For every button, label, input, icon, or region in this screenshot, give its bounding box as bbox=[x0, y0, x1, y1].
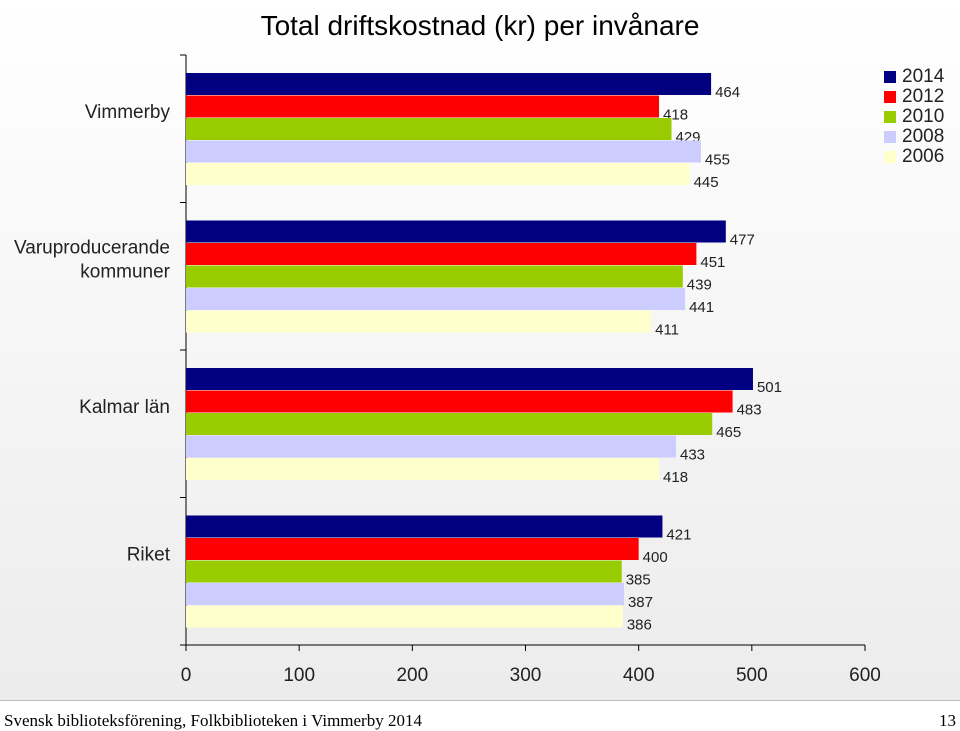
category-label: Riket bbox=[127, 544, 171, 565]
chart-legend: 2014 2012 2010 2008 2006 bbox=[884, 67, 944, 167]
bar bbox=[186, 95, 660, 118]
bar-value-label: 386 bbox=[627, 617, 652, 634]
bar bbox=[186, 413, 713, 435]
bar-value-label: 455 bbox=[705, 152, 730, 169]
chart-title: Total driftskostnad (kr) per invånare bbox=[260, 10, 700, 41]
bar-value-label: 451 bbox=[700, 254, 725, 271]
bar-value-label: 439 bbox=[687, 277, 712, 294]
legend-item: 2012 bbox=[884, 87, 944, 107]
bar bbox=[186, 583, 624, 605]
bar-value-label: 465 bbox=[716, 424, 741, 441]
bar bbox=[186, 310, 652, 333]
bar bbox=[186, 220, 726, 243]
bar-value-label: 418 bbox=[663, 469, 688, 486]
bar bbox=[186, 140, 701, 163]
bar bbox=[186, 288, 686, 310]
bar-chart: 0 100 200 300 400 500 600464418429455445Vimmer… bbox=[14, 54, 881, 686]
x-tick-label: 200 bbox=[396, 665, 428, 686]
legend-label: 2010 bbox=[902, 106, 945, 127]
footer-source: Svensk biblioteksförening, Folkbibliotek… bbox=[4, 711, 422, 730]
legend-swatch bbox=[884, 91, 896, 103]
legend-swatch bbox=[884, 131, 896, 143]
x-tick-label: 300 bbox=[510, 665, 542, 686]
legend-label: 2006 bbox=[902, 146, 945, 167]
x-tick-label: 600 bbox=[849, 665, 881, 686]
bar bbox=[186, 538, 639, 560]
legend-swatch bbox=[884, 111, 896, 123]
category-label: Vimmerby bbox=[85, 102, 171, 123]
bar-value-label: 477 bbox=[730, 232, 755, 249]
bar bbox=[186, 265, 683, 288]
legend-item: 2014 bbox=[884, 67, 944, 87]
bar bbox=[186, 163, 690, 185]
legend-label: 2008 bbox=[902, 126, 945, 147]
x-tick-label: 500 bbox=[736, 665, 768, 686]
bar bbox=[186, 243, 697, 265]
bar bbox=[186, 515, 663, 538]
bar-value-label: 483 bbox=[737, 402, 762, 419]
bar-value-label: 433 bbox=[680, 447, 705, 464]
bar-value-label: 464 bbox=[715, 84, 740, 101]
legend-item: 2010 bbox=[884, 107, 944, 127]
legend-swatch bbox=[884, 151, 896, 163]
bar-value-label: 387 bbox=[628, 594, 653, 611]
category-label: Varuproducerande kommuner bbox=[14, 237, 171, 282]
legend-swatch bbox=[884, 71, 896, 83]
bar bbox=[186, 458, 660, 480]
bar bbox=[186, 605, 623, 628]
bar bbox=[186, 560, 622, 583]
x-tick-label: 100 bbox=[283, 665, 315, 686]
x-tick-label: 0 bbox=[181, 665, 192, 686]
bar bbox=[186, 435, 677, 458]
x-tick-label: 400 bbox=[623, 665, 655, 686]
legend-item: 2008 bbox=[884, 127, 944, 147]
bar-value-label: 501 bbox=[757, 379, 782, 396]
bar bbox=[186, 390, 733, 413]
bar-value-label: 385 bbox=[626, 572, 651, 589]
bar-value-label: 441 bbox=[689, 299, 714, 316]
legend-label: 2014 bbox=[902, 66, 945, 87]
page-number: 13 bbox=[939, 711, 956, 730]
bar-value-label: 411 bbox=[655, 322, 679, 339]
legend-label: 2012 bbox=[902, 86, 945, 107]
category-label: Kalmar län bbox=[79, 397, 170, 418]
legend-item: 2006 bbox=[884, 147, 944, 167]
bar-value-label: 400 bbox=[643, 549, 668, 566]
bar bbox=[186, 73, 712, 95]
bar-value-label: 445 bbox=[694, 174, 719, 191]
page-footer: Svensk biblioteksförening, Folkbibliotek… bbox=[0, 700, 960, 731]
bar bbox=[186, 118, 672, 140]
bar-value-label: 421 bbox=[666, 527, 691, 544]
bar bbox=[186, 368, 753, 390]
chart-frame: Total driftskostnad (kr) per invånare 0 1… bbox=[0, 0, 960, 700]
